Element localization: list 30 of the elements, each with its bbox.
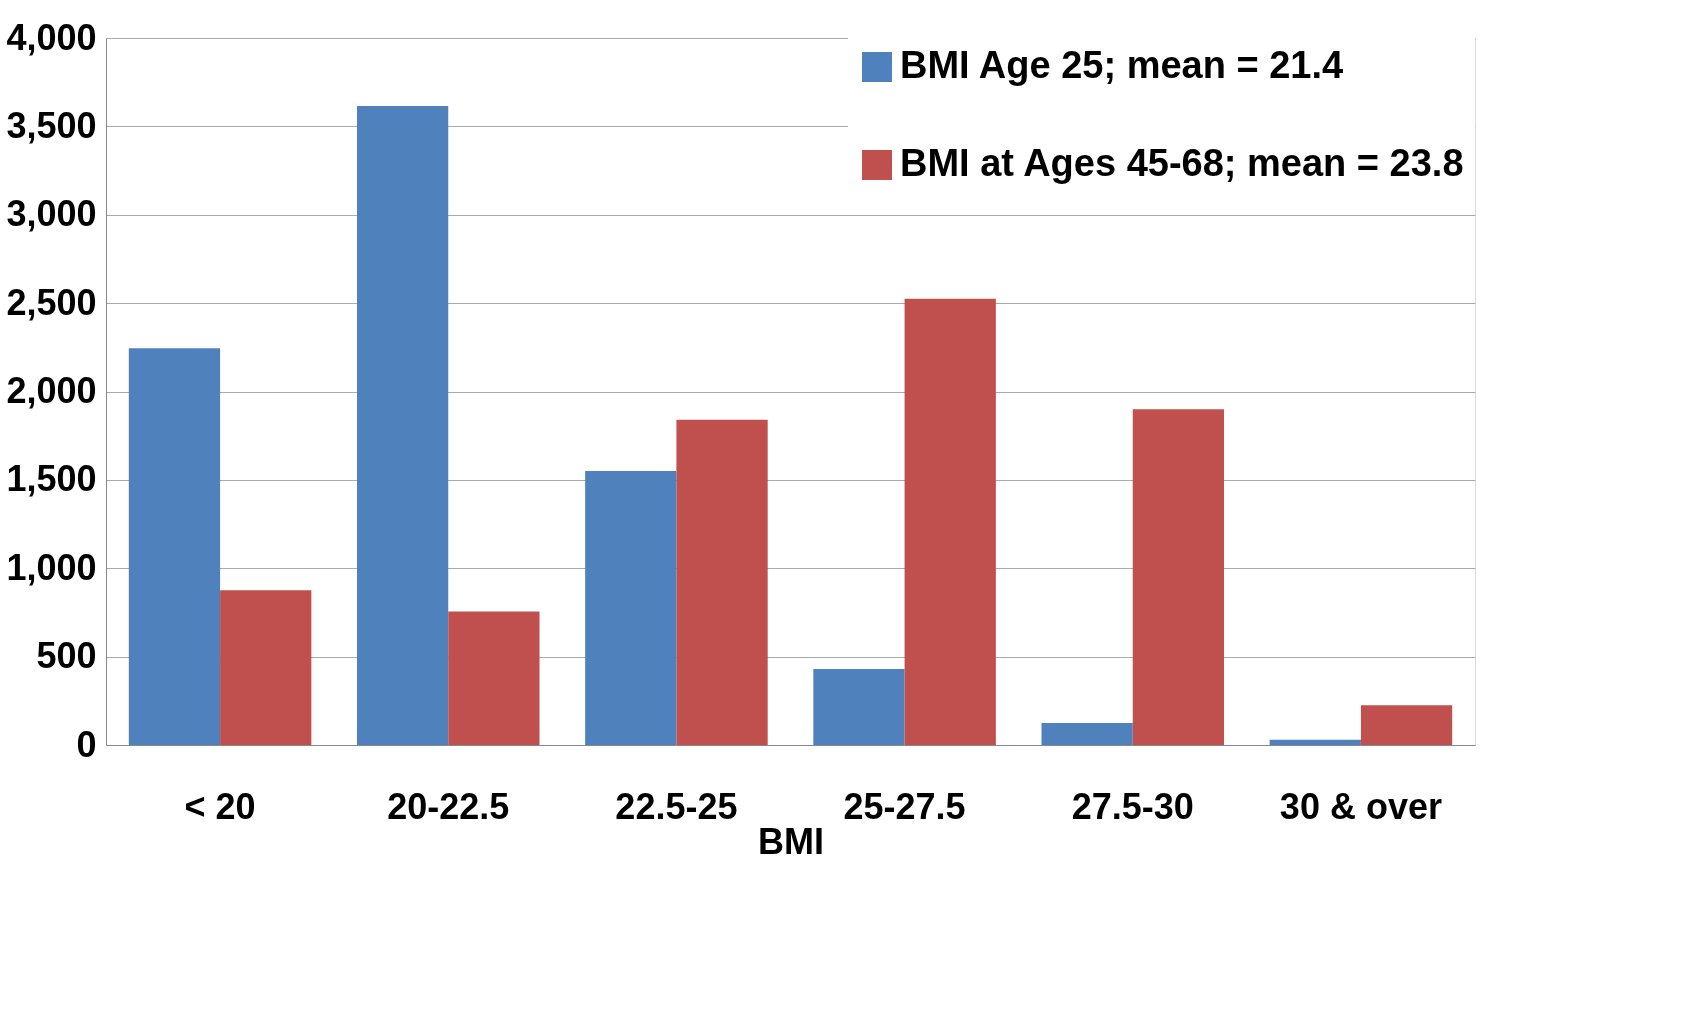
x-tick-label: 30 & over (1279, 785, 1442, 827)
legend-label: BMI Age 25; mean = 21.4 (900, 44, 1344, 86)
x-tick-label: 22.5-25 (615, 785, 738, 827)
bar (585, 471, 677, 745)
bar (448, 611, 540, 745)
bar (1269, 739, 1361, 745)
x-tick-label: 20-22.5 (387, 785, 510, 827)
bar (904, 298, 996, 745)
y-tick-label: 3,500 (6, 104, 97, 146)
bar (356, 106, 449, 745)
x-tick-label: < 20 (184, 785, 256, 827)
y-tick-label: 500 (36, 635, 97, 677)
x-tick-label: 25-27.5 (843, 785, 966, 827)
y-tick-label: 1,500 (6, 458, 97, 500)
y-tick-label: 3,000 (6, 193, 97, 235)
y-tick-label: 2,000 (6, 370, 97, 411)
y-tick-label: 4,000 (6, 16, 97, 58)
bar (1041, 722, 1133, 745)
y-tick-label: 0 (76, 723, 97, 765)
legend-label: BMI at Ages 45-68; mean = 23.8 (900, 142, 1464, 184)
bar (676, 419, 768, 745)
bar (1360, 705, 1453, 745)
bar (128, 348, 221, 745)
y-tick-label: 1,000 (6, 546, 97, 588)
x-tick-label: 27.5-30 (1071, 785, 1194, 827)
x-axis-title: BMI (758, 820, 824, 862)
bar (1132, 409, 1225, 745)
y-tick-label: 2,500 (6, 281, 97, 323)
bar (813, 669, 905, 745)
bar (220, 590, 312, 745)
